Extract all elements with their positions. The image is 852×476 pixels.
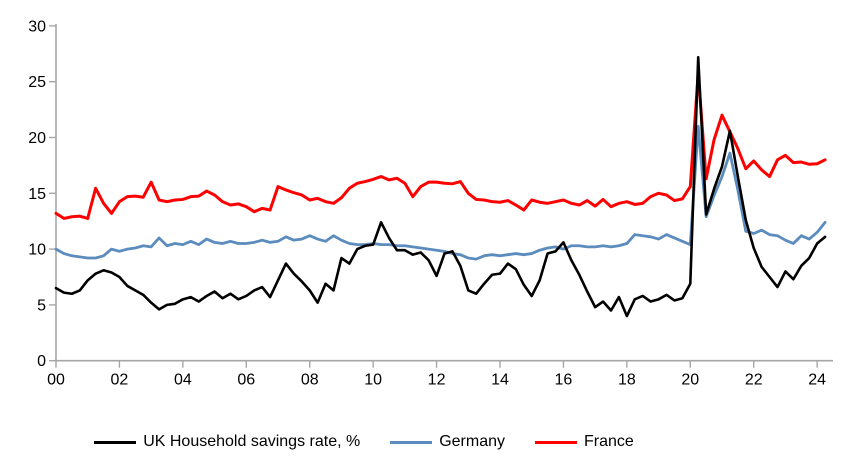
- x-tick-label: 20: [681, 372, 699, 389]
- legend-label-france: France: [584, 433, 634, 450]
- x-tick-label: 16: [555, 372, 573, 389]
- uk-line-swatch: [94, 440, 137, 444]
- y-tick-label: 0: [37, 353, 46, 370]
- germany-line-swatch: [390, 440, 433, 444]
- y-tick-label: 25: [28, 74, 46, 91]
- series-line-france: [54, 71, 827, 220]
- x-tick-label: 00: [47, 372, 65, 389]
- chart-legend: UK Household savings rate, % Germany Fra…: [0, 430, 728, 454]
- x-tick-label: 24: [808, 372, 826, 389]
- x-tick-label: 14: [491, 372, 509, 389]
- x-tick-label: 08: [301, 372, 319, 389]
- x-tick-label: 18: [618, 372, 636, 389]
- legend-label-uk: UK Household savings rate, %: [143, 433, 361, 450]
- y-tick-label: 30: [28, 18, 46, 35]
- y-tick-label: 10: [28, 242, 46, 259]
- x-tick-label: 22: [745, 372, 763, 389]
- legend-item-france: France: [535, 434, 634, 450]
- y-tick-label: 5: [37, 297, 46, 314]
- legend-label-germany: Germany: [439, 433, 505, 450]
- x-tick-label: 10: [364, 372, 382, 389]
- france-line-swatch: [535, 440, 577, 444]
- series-line-germany: [54, 124, 827, 261]
- x-tick-label: 02: [111, 372, 129, 389]
- y-tick-label: 20: [28, 130, 46, 147]
- series-line-uk-household-savings-rate: [54, 55, 827, 318]
- x-tick-label: 06: [237, 372, 255, 389]
- x-tick-label: 04: [174, 372, 192, 389]
- y-tick-label: 15: [28, 186, 46, 203]
- x-tick-label: 12: [428, 372, 446, 389]
- legend-item-germany: Germany: [390, 434, 505, 450]
- legend-item-uk: UK Household savings rate, %: [94, 434, 360, 450]
